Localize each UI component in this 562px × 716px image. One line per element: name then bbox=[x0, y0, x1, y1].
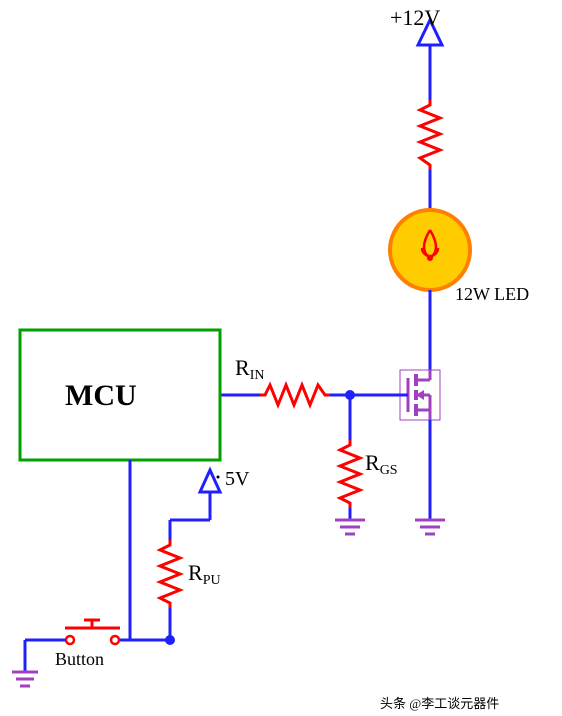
watermark: 头条 @李工谈元器件 bbox=[380, 696, 499, 711]
label-rpu: RPU bbox=[188, 560, 221, 588]
resistor-rpu: RPU bbox=[160, 540, 221, 608]
label-mcu: MCU bbox=[65, 379, 137, 412]
ground-button bbox=[12, 672, 38, 686]
label-12v: +12V bbox=[390, 5, 440, 30]
ground-mosfet bbox=[415, 520, 445, 534]
led-lamp: 12W LED bbox=[390, 210, 529, 304]
label-rin: RIN bbox=[235, 355, 264, 383]
ground-rgs bbox=[335, 520, 365, 534]
mcu-block: MCU bbox=[20, 330, 220, 460]
label-5v: 5V bbox=[225, 468, 250, 490]
resistor-load bbox=[420, 100, 440, 170]
supply-12v: +12V bbox=[390, 5, 442, 100]
button-switch: Button bbox=[25, 620, 170, 669]
label-rgs: RGS bbox=[365, 450, 398, 478]
label-button: Button bbox=[55, 649, 104, 669]
resistor-rgs: RGS bbox=[340, 440, 398, 508]
supply-5v: 5V bbox=[200, 468, 250, 505]
label-led: 12W LED bbox=[455, 284, 529, 304]
resistor-rin: RIN bbox=[235, 355, 330, 405]
